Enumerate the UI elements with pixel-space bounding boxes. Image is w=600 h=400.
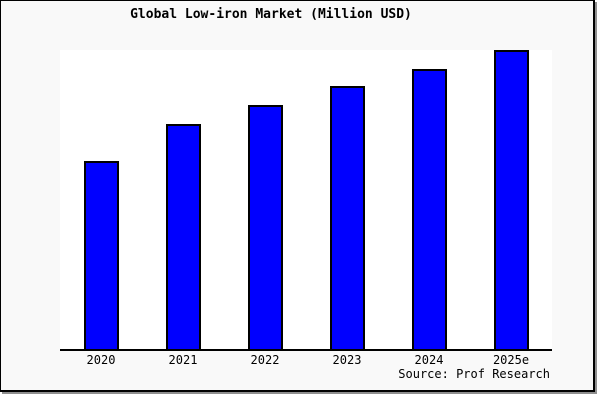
plot-area xyxy=(60,50,552,351)
bar-slot xyxy=(60,50,142,349)
bar-2022 xyxy=(247,105,283,349)
bar-slot xyxy=(470,50,552,349)
bar-2023 xyxy=(329,86,365,349)
chart-title: Global Low-iron Market (Million USD) xyxy=(130,7,412,22)
source-note: Source: Prof Research xyxy=(398,367,550,381)
x-tick-label-2021: 2021 xyxy=(168,353,198,367)
x-tick-label-2023: 2023 xyxy=(332,353,362,367)
bar-slot xyxy=(224,50,306,349)
x-tick-label-2020: 2020 xyxy=(86,353,116,367)
x-tick-label-2024: 2024 xyxy=(414,353,444,367)
x-tick-label-2025e: 2025e xyxy=(492,353,530,367)
bar-slot xyxy=(306,50,388,349)
bar-slot xyxy=(388,50,470,349)
x-axis-tick-labels: 2020 2021 2022 2023 2024 2025e xyxy=(60,353,552,367)
bar-2020 xyxy=(83,161,119,349)
bar-2025e xyxy=(493,50,529,349)
x-tick-label-2022: 2022 xyxy=(250,353,280,367)
bar-slot xyxy=(142,50,224,349)
bar-2024 xyxy=(411,69,447,349)
bar-2021 xyxy=(165,124,201,349)
bars-row xyxy=(60,50,552,349)
